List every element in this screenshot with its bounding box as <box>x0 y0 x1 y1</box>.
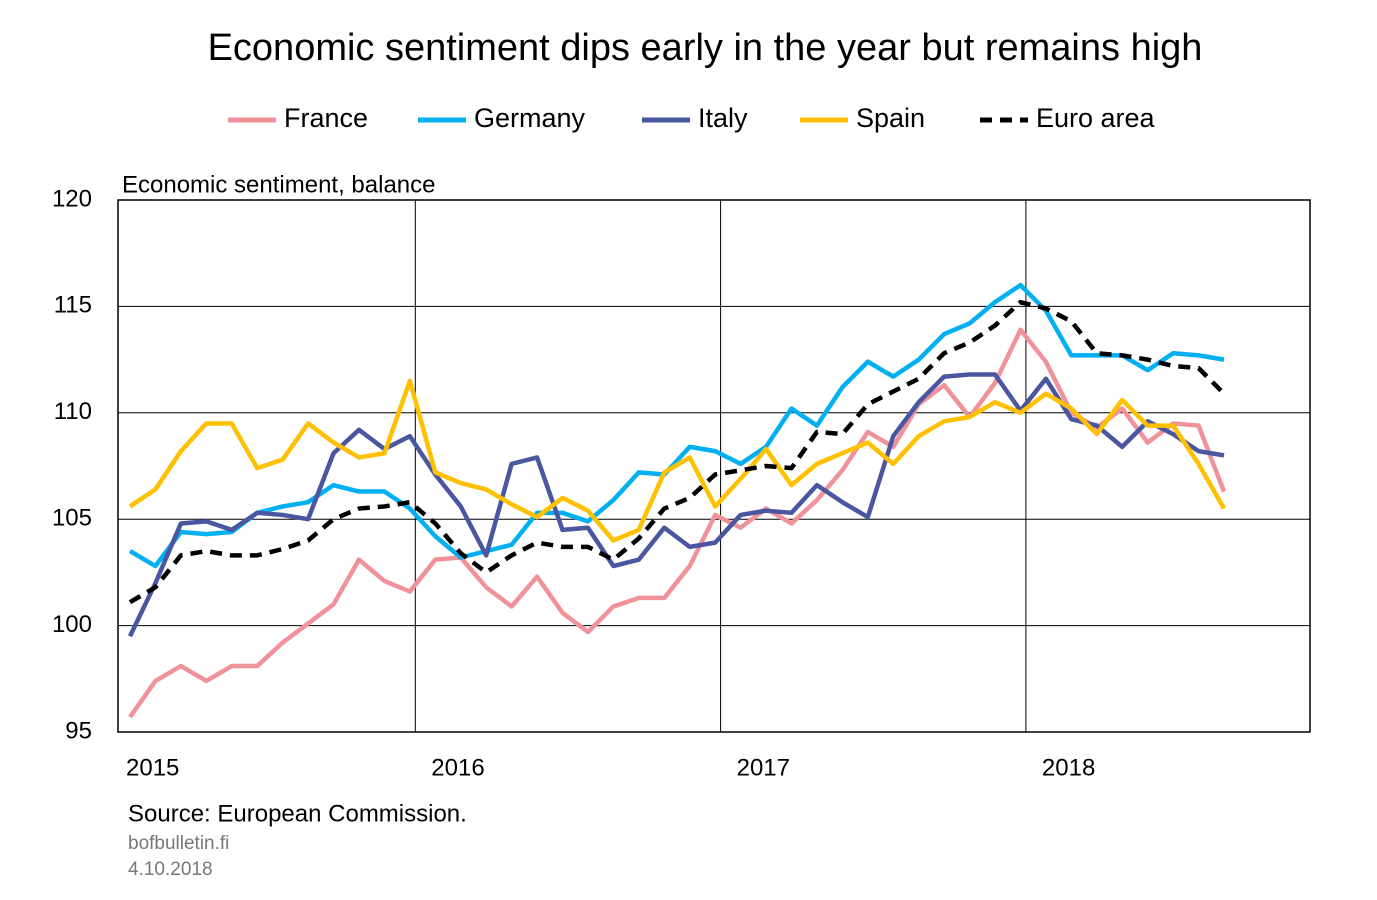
site: bofbulletin.fi <box>128 833 229 854</box>
legend-label: Germany <box>474 103 586 133</box>
series-line <box>128 299 1226 605</box>
series-line <box>128 282 1225 569</box>
legend-label: Euro area <box>1036 103 1156 133</box>
y-tick-label: 100 <box>52 611 92 638</box>
series-line <box>128 378 1226 543</box>
plot-frame <box>117 199 1311 733</box>
series-line <box>128 327 1227 719</box>
x-tick-label: 2017 <box>737 754 790 781</box>
legend-label: Italy <box>698 103 748 133</box>
date: 4.10.2018 <box>128 859 213 880</box>
y-tick-label: 105 <box>52 505 92 532</box>
chart-title: Economic sentiment dips early in the yea… <box>208 27 1203 69</box>
y-axis-label: Economic sentiment, balance <box>122 171 436 198</box>
x-tick-label: 2018 <box>1042 754 1095 781</box>
source: Source: European Commission. <box>128 800 467 827</box>
y-tick-label: 115 <box>54 292 92 319</box>
legend-label: France <box>284 103 368 133</box>
legend-label: Spain <box>856 103 925 133</box>
y-tick-label: 110 <box>54 398 92 425</box>
y-tick-label: 120 <box>52 185 92 212</box>
x-tick-label: 2016 <box>431 754 484 781</box>
x-tick-label: 2015 <box>126 754 179 781</box>
series-line <box>127 372 1225 638</box>
y-tick-label: 95 <box>65 717 92 744</box>
